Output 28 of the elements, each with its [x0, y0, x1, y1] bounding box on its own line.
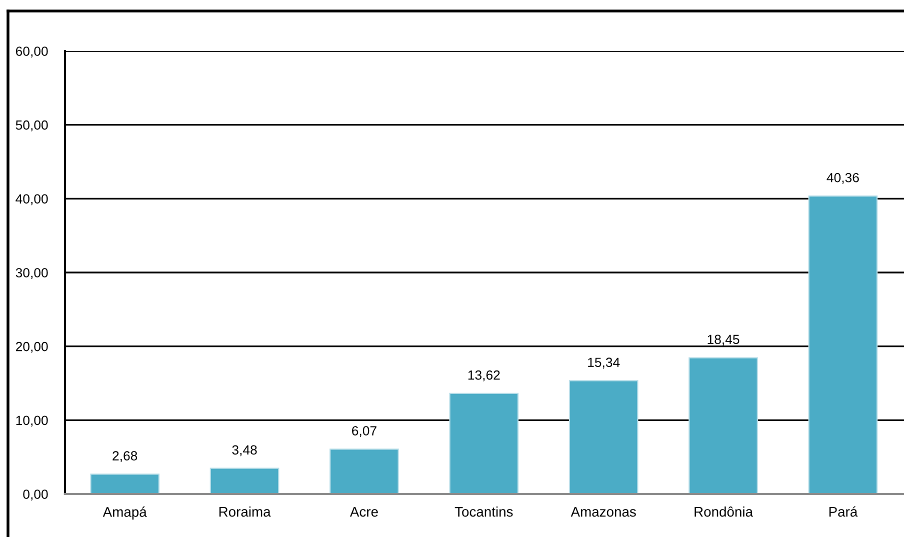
bar — [808, 195, 878, 494]
data-label: 2,68 — [112, 451, 138, 462]
data-label: 6,07 — [352, 426, 376, 438]
y-tick-label: 20,00 — [16, 342, 48, 353]
data-label: 15,34 — [588, 358, 620, 369]
x-tick-label: Amazonas — [570, 507, 636, 517]
x-tick-label: Roraima — [219, 506, 271, 517]
data-label: 40,36 — [826, 172, 859, 184]
x-tick-label: Pará — [829, 506, 858, 517]
y-tick-label: 50,00 — [16, 120, 48, 132]
y-tick-label: 40,00 — [16, 194, 48, 206]
data-label: 3,48 — [232, 445, 257, 456]
y-tick-label: 60,00 — [16, 46, 48, 58]
x-tick-label: Tocantins — [454, 506, 513, 517]
y-tick-label: 0,00 — [23, 490, 48, 500]
bar — [688, 357, 758, 494]
bar — [568, 380, 638, 494]
bar — [90, 474, 160, 494]
bar — [449, 392, 519, 494]
y-tick-label: 10,00 — [16, 416, 48, 427]
x-tick-label: Acre — [350, 507, 378, 517]
x-tick-label: Rondônia — [694, 506, 754, 517]
bar — [330, 448, 399, 494]
data-label: 13,62 — [468, 370, 500, 382]
x-tick-label: Amapá — [102, 506, 147, 520]
data-label: 18,45 — [708, 334, 740, 346]
y-tick-label: 30,00 — [16, 268, 48, 279]
bar — [210, 468, 280, 494]
